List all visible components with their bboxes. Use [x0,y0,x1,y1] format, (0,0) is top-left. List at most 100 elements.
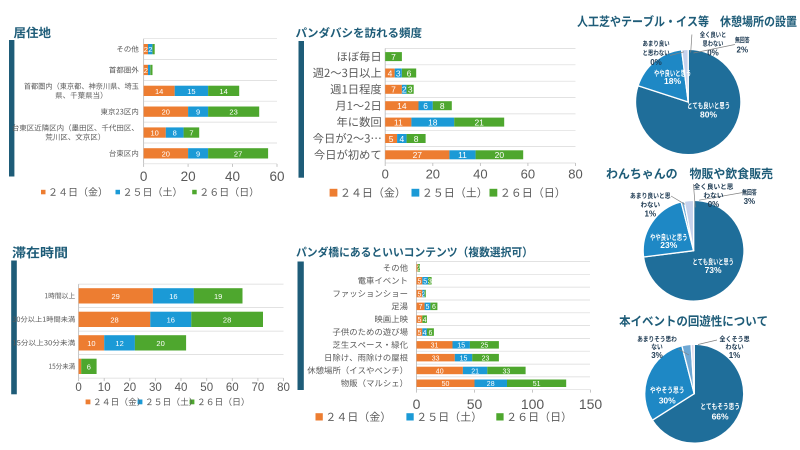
svg-text:80: 80 [568,167,582,182]
svg-text:5: 5 [417,279,421,286]
svg-text:14: 14 [155,87,163,96]
svg-text:6: 6 [428,330,432,337]
svg-text:6: 6 [423,101,428,111]
svg-text:33: 33 [432,356,440,363]
svg-text:27: 27 [234,149,242,158]
svg-text:20: 20 [495,150,505,160]
svg-text:12: 12 [115,339,123,348]
svg-text:4: 4 [423,317,427,324]
svg-text:4: 4 [400,134,405,144]
svg-text:7: 7 [419,304,423,311]
svg-text:6: 6 [87,362,91,371]
svg-text:0%: 0% [707,48,719,57]
svg-text:50: 50 [467,396,483,412]
svg-text:5: 5 [389,134,394,144]
svg-text:5: 5 [423,279,427,286]
svg-text:70: 70 [252,382,265,394]
svg-text:8: 8 [440,101,445,111]
svg-text:60: 60 [269,169,284,184]
svg-text:30%: 30% [659,396,676,406]
svg-text:5: 5 [417,317,421,324]
svg-text:14: 14 [397,101,407,111]
svg-text:20: 20 [181,169,196,184]
svg-text:8: 8 [173,129,177,138]
svg-text:16: 16 [167,315,175,324]
svg-text:0: 0 [75,382,81,394]
svg-text:40: 40 [225,169,240,184]
svg-text:23: 23 [482,356,490,363]
svg-text:21: 21 [474,118,484,128]
svg-text:15: 15 [187,87,195,96]
svg-text:7: 7 [391,52,396,62]
svg-text:66%: 66% [712,411,729,421]
svg-text:2: 2 [144,45,148,54]
svg-text:0: 0 [140,169,148,184]
svg-text:40: 40 [175,382,188,394]
svg-text:2: 2 [422,291,426,298]
svg-text:7: 7 [189,129,193,138]
svg-text:150: 150 [579,396,603,412]
svg-text:3: 3 [428,279,432,286]
svg-text:15: 15 [457,343,465,350]
svg-text:2: 2 [148,45,152,54]
svg-text:28: 28 [110,315,118,324]
svg-text:1%: 1% [729,351,741,360]
svg-text:18%: 18% [664,76,681,86]
svg-text:10: 10 [98,382,111,394]
svg-text:23%: 23% [660,240,677,250]
svg-text:15: 15 [460,356,468,363]
svg-text:6: 6 [432,304,436,311]
svg-text:3%: 3% [651,351,663,360]
svg-text:28: 28 [223,315,231,324]
svg-text:2: 2 [144,66,148,75]
svg-text:20: 20 [156,339,164,348]
svg-text:5: 5 [426,304,430,311]
svg-text:6: 6 [407,68,412,78]
svg-text:0: 0 [413,396,421,412]
svg-text:100: 100 [521,396,545,412]
svg-text:8: 8 [414,134,419,144]
svg-text:20: 20 [162,149,170,158]
svg-text:30: 30 [149,382,162,394]
svg-text:5: 5 [417,291,421,298]
svg-text:27: 27 [413,150,423,160]
svg-text:10: 10 [151,129,159,138]
svg-text:28: 28 [487,381,495,388]
svg-text:31: 31 [431,343,439,350]
svg-text:18: 18 [428,118,438,128]
svg-text:20: 20 [162,108,170,117]
svg-text:2%: 2% [737,45,749,54]
svg-text:16: 16 [169,292,177,301]
svg-text:3: 3 [408,85,413,95]
svg-text:50: 50 [200,382,213,394]
svg-text:0%: 0% [650,58,662,67]
svg-text:40: 40 [436,368,444,375]
svg-text:20: 20 [123,382,136,394]
svg-text:73%: 73% [705,265,722,275]
svg-text:29: 29 [112,292,120,301]
svg-text:25: 25 [481,343,489,350]
svg-text:80%: 80% [700,109,717,119]
svg-text:0%: 0% [708,200,720,209]
svg-text:50: 50 [442,381,450,388]
svg-text:80: 80 [277,382,290,394]
svg-text:9: 9 [196,149,200,158]
svg-text:5: 5 [417,330,421,337]
svg-text:33: 33 [503,368,511,375]
svg-text:60: 60 [226,382,239,394]
svg-text:60: 60 [521,167,535,182]
svg-text:2: 2 [402,85,407,95]
svg-text:11: 11 [458,150,467,160]
svg-text:21: 21 [471,368,479,375]
svg-text:9: 9 [196,108,200,117]
svg-text:40: 40 [473,167,487,182]
svg-text:51: 51 [533,381,541,388]
svg-text:7: 7 [391,85,396,95]
svg-text:14: 14 [219,87,227,96]
svg-text:10: 10 [87,339,95,348]
svg-text:0: 0 [382,167,389,182]
svg-text:19: 19 [214,292,222,301]
svg-text:2: 2 [417,266,421,273]
svg-text:23: 23 [229,108,237,117]
svg-text:11: 11 [394,118,403,128]
